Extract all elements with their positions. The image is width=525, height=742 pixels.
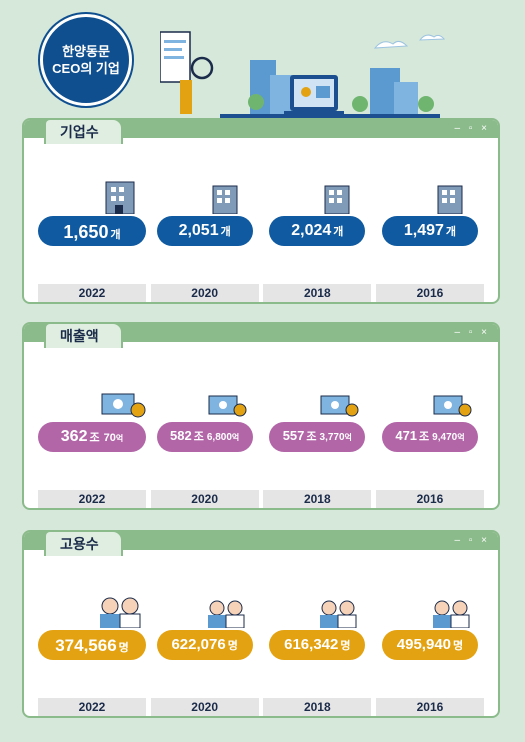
window-controls[interactable]: – ▫ × — [454, 535, 490, 546]
section-title-employment: 고용수 — [44, 530, 123, 556]
badge-line2: CEO의 기업 — [52, 61, 120, 76]
company-count-2022: 1,650 개 — [38, 216, 146, 246]
section-title-revenue: 매출액 — [44, 322, 123, 348]
money-icon — [208, 395, 247, 417]
year-label: 2018 — [263, 490, 372, 508]
employment-panel: – ▫ × 고용수 374,566 명 2022 622,076 명 2020 61… — [22, 530, 500, 718]
company-count-2020: 2,051 개 — [156, 216, 253, 246]
building-icon — [212, 185, 238, 214]
building-icon — [437, 185, 463, 214]
window-controls[interactable]: – ▫ × — [454, 123, 490, 134]
revenue-2016: 471 조 9,470 억 — [381, 422, 478, 452]
year-label: 2018 — [263, 284, 372, 302]
building-icon — [105, 181, 135, 214]
year-label: 2022 — [38, 490, 146, 508]
year-label: 2022 — [38, 284, 146, 302]
people-icon — [432, 600, 470, 628]
company-count-panel: – ▫ × 기업수 1,650 개 2022 2,051 개 2020 2,024 개… — [22, 118, 500, 304]
employment-2016: 495,940 명 — [381, 630, 478, 660]
revenue-2020: 582 조 6,800 억 — [156, 422, 253, 452]
badge-line1: 한양동문 — [62, 44, 110, 59]
employment-2020: 622,076 명 — [156, 630, 253, 660]
city-office-illustration — [160, 31, 446, 118]
year-label: 2020 — [150, 284, 259, 302]
year-label: 2016 — [375, 698, 484, 716]
people-icon — [320, 600, 357, 628]
revenue-2018: 557 조 3,770 억 — [269, 422, 366, 452]
year-label: 2016 — [375, 284, 484, 302]
money-icon — [320, 395, 359, 417]
building-icon — [324, 185, 350, 214]
year-label: 2020 — [150, 698, 259, 716]
employment-2018: 616,342 명 — [269, 630, 366, 660]
money-icon — [433, 395, 472, 417]
year-label: 2016 — [375, 490, 484, 508]
company-count-2016: 1,497 개 — [381, 216, 478, 246]
revenue-2022: 362 조 70 억 — [38, 422, 146, 452]
people-icon — [207, 600, 245, 628]
year-label: 2018 — [263, 698, 372, 716]
section-title-company-count: 기업수 — [44, 118, 123, 144]
year-label: 2022 — [38, 698, 146, 716]
people-icon — [100, 597, 141, 628]
year-label: 2020 — [150, 490, 259, 508]
company-count-2018: 2,024 개 — [269, 216, 366, 246]
employment-2022: 374,566 명 — [38, 630, 146, 660]
revenue-panel: – ▫ × 매출액 362 조 70 억 2022 582 조 6,800 억 2020 5… — [22, 322, 500, 510]
title-badge: 한양동문 CEO의 기업 — [40, 14, 132, 106]
window-controls[interactable]: – ▫ × — [454, 327, 490, 338]
money-icon — [101, 393, 146, 418]
